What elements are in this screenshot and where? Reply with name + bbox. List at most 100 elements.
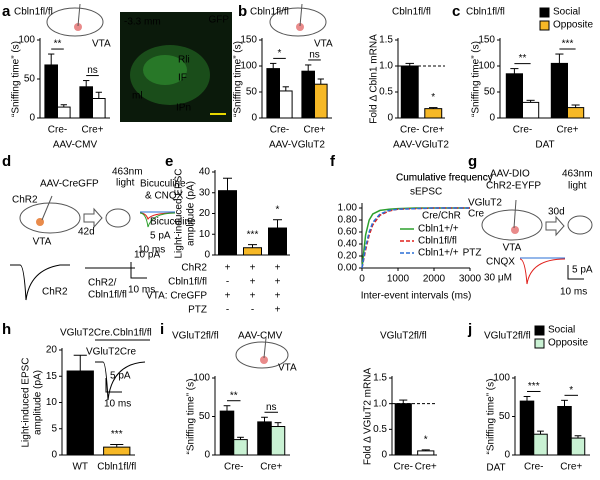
label: 10 pA <box>134 250 160 261</box>
row-label: Cbln1fl/fl <box>168 277 207 288</box>
label: VTA <box>278 363 297 374</box>
x-tick-label: Cre+ <box>422 125 444 136</box>
bar <box>567 107 585 119</box>
y-tick-label: 30 <box>199 187 211 198</box>
y-tick-label: 50 <box>499 411 511 422</box>
label: ChR2/ <box>88 278 117 289</box>
arrow <box>545 215 565 237</box>
bar <box>533 433 548 456</box>
x-axis-label: AAV-VGluT2 <box>269 140 325 151</box>
needle <box>41 195 53 221</box>
label: 10 ms <box>128 285 155 296</box>
y-tick-label: 0 <box>504 450 510 461</box>
bar <box>394 403 412 456</box>
y-tick-label: 0 <box>204 450 210 461</box>
y-tick-label: 10 <box>199 229 211 240</box>
significance: *** <box>562 39 574 50</box>
label: IPn <box>176 103 191 114</box>
x-tick-label: Cre- <box>524 462 543 473</box>
legend-label: Cbln1+/+ <box>418 248 459 259</box>
y-axis-label: “Sniffing time” (s) <box>233 41 244 117</box>
x-axis-label: DAT <box>486 463 505 474</box>
bar <box>270 426 286 456</box>
panel-letter: f <box>330 153 336 170</box>
bar <box>519 400 535 456</box>
legend-label: Cbln1+/+ <box>418 224 459 235</box>
legend-label: Social <box>553 7 580 18</box>
row-mark: + <box>225 263 231 274</box>
significance: *** <box>528 381 540 392</box>
row-mark: + <box>250 277 256 288</box>
bar <box>66 370 94 456</box>
bar <box>103 446 131 456</box>
significance: * <box>424 435 428 446</box>
bar <box>301 70 315 119</box>
y-tick-label: 0.00 <box>338 263 358 274</box>
label: VGluT2 <box>468 198 502 209</box>
panel-letter: g <box>468 153 477 170</box>
y-tick-label: 0.40 <box>338 239 358 250</box>
panel-letter: h <box>2 321 11 338</box>
y-tick-label: 0 <box>489 113 495 124</box>
label: AAV-CMV <box>238 331 283 342</box>
bar <box>233 439 248 456</box>
y-tick-label: 50 <box>24 74 36 85</box>
label: 5 pA <box>110 371 131 382</box>
trace <box>519 258 566 285</box>
bar <box>44 64 59 119</box>
label: VGluT2Cre.Cbln1fl/fl <box>60 328 152 339</box>
bar <box>218 190 237 256</box>
label: VGluT2Cre <box>86 347 136 358</box>
label: Bicuculine <box>150 217 196 228</box>
label: ml <box>132 91 143 102</box>
label: ChR2 <box>42 287 68 298</box>
significance: ns <box>266 402 277 413</box>
row-label: ChR2 <box>181 263 207 274</box>
trace <box>139 212 176 221</box>
x-tick-label: Cre- <box>224 462 243 473</box>
panel-letter: j <box>467 321 472 338</box>
y-tick-label: 0 <box>387 113 393 124</box>
bar <box>243 247 262 256</box>
y-tick-label: 0 <box>51 450 57 461</box>
bar <box>57 106 71 119</box>
label: Rli <box>178 55 190 66</box>
y-tick-label: 150 <box>240 35 257 46</box>
y-tick-label: 100 <box>18 35 35 46</box>
panel-letter: b <box>238 3 247 20</box>
scale-bar <box>130 262 147 279</box>
significance: * <box>278 48 282 59</box>
y-tick-label: 100 <box>478 61 495 72</box>
y-axis-label: “Sniffing time” (s) <box>186 379 197 455</box>
legend-swatch <box>539 7 550 18</box>
x-tick-label: Cre+ <box>557 125 579 136</box>
needle <box>263 337 267 359</box>
label: CNQX <box>486 257 515 268</box>
row-mark: + <box>250 291 256 302</box>
y-tick-label: 1.5 <box>379 35 393 46</box>
chart-title: VGluT2fl/fl <box>484 331 531 342</box>
brain <box>19 202 81 234</box>
label: light <box>116 178 135 189</box>
line <box>361 207 470 269</box>
legend-swatch <box>534 338 545 349</box>
x-axis-label: Inter-event intervals (ms) <box>361 291 472 302</box>
row-label: VTA: CreGFP <box>146 291 207 302</box>
legend-title: Cre/ChR <box>422 211 461 222</box>
label: Cre <box>468 209 485 220</box>
y-tick-label: 0.5 <box>379 87 393 98</box>
x-axis-label: AAV-VGluT2 <box>393 140 449 151</box>
brain <box>235 341 289 369</box>
bar <box>314 83 328 119</box>
label: 10 ms <box>138 245 165 256</box>
row-label: PTZ <box>188 305 207 316</box>
brain <box>481 209 543 241</box>
x-tick-label: WT <box>72 462 88 473</box>
scale-bar <box>105 378 122 393</box>
chart-title: VGluT2fl/fl <box>172 331 219 342</box>
bar <box>257 421 272 456</box>
label: 10 ms <box>560 287 587 298</box>
label: light <box>568 181 587 192</box>
bar <box>266 68 280 119</box>
bar <box>424 108 443 119</box>
